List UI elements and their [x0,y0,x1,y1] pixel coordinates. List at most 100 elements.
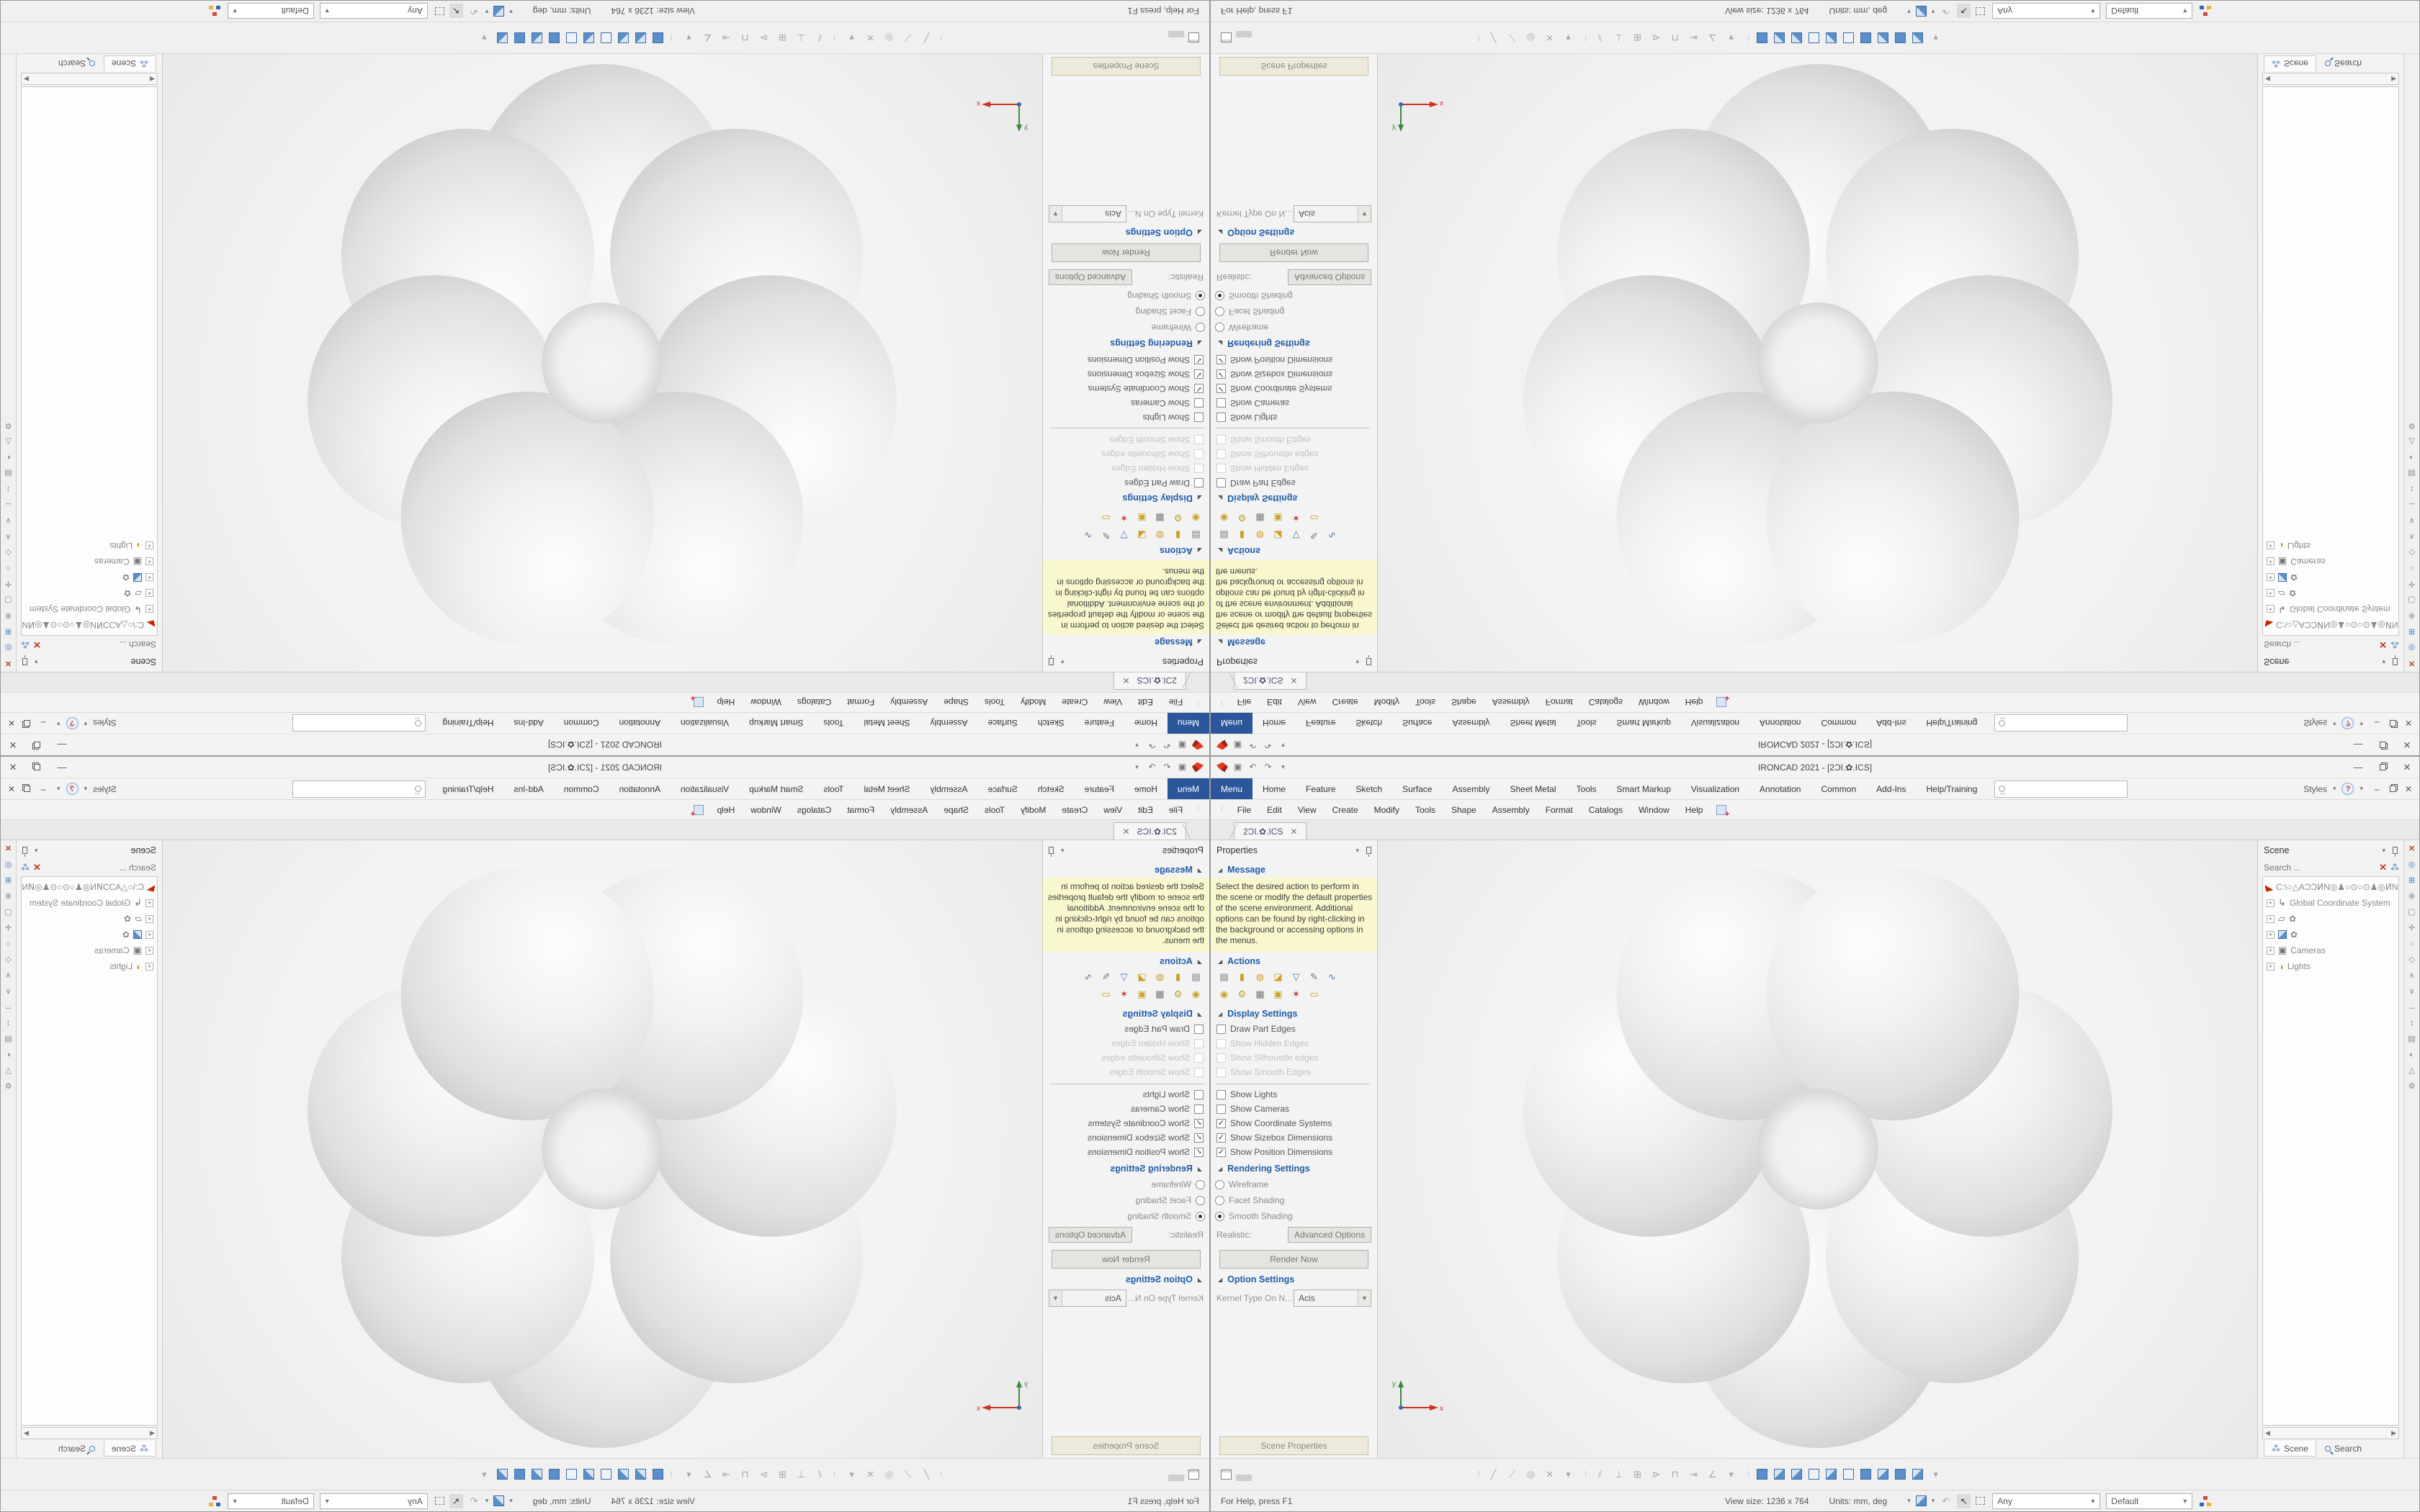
scroll-right-icon[interactable] [24,1429,29,1437]
marquee-select-icon[interactable] [434,7,444,15]
toolbar-grip[interactable] [1221,806,1222,814]
marquee-select-icon[interactable] [1976,7,1986,15]
graph-icon[interactable] [1082,529,1094,541]
chevron-down-icon[interactable] [846,32,858,44]
chevron-down-icon[interactable] [478,32,490,44]
zoom-window-icon[interactable] [2406,595,2418,606]
scene-properties-icon[interactable] [1218,971,1230,983]
toolbar-grip[interactable] [1478,1470,1479,1479]
chevron-down-icon[interactable] [485,7,489,15]
tab-scene[interactable]: Scene [103,55,156,71]
menu-file[interactable]: File [1237,804,1252,815]
perpendicular-constraint-icon[interactable] [795,1468,807,1480]
styles-dropdown[interactable]: Styles [93,718,117,729]
perspective-icon[interactable] [3,436,14,447]
message-section-header[interactable]: Message [1211,634,1377,652]
scene-properties-tab[interactable]: Scene Properties [1052,1436,1201,1455]
chevron-down-icon[interactable] [321,8,334,15]
document-tab-close-icon[interactable] [1290,827,1297,837]
ribbon-tab-visualization[interactable]: Visualization [680,783,730,794]
menu-edit[interactable]: Edit [1138,804,1153,815]
checkbox-show-sizebox-dimensions[interactable]: Show Sizebox Dimensions [1043,367,1209,382]
tree-item-lights[interactable]: Lights [2265,958,2398,974]
menu-tools[interactable]: Tools [1415,804,1435,815]
pin-icon[interactable] [1366,847,1371,857]
find-filter-icon[interactable] [2390,639,2399,649]
checkbox-draw-part-edges[interactable]: Draw Part Edges [1211,476,1377,490]
perspective-icon[interactable] [2406,436,2418,447]
panel-menu-icon[interactable] [1061,658,1065,666]
tree-root-scene[interactable]: C:\○△AϽϽͶN◎♟○⊙○⊙♟◎ͶN [2265,617,2398,633]
radio-icon[interactable] [1215,323,1224,333]
right-view-icon[interactable] [1826,1469,1837,1480]
toolbar-grip[interactable] [1478,34,1479,42]
menu-assembly[interactable]: Assembly [1492,804,1530,815]
back-view-icon[interactable] [1791,1469,1803,1480]
checkbox-show-sizebox-dimensions[interactable]: Show Sizebox Dimensions [1211,1130,1377,1145]
ribbon-tab-home[interactable]: Home [1134,783,1157,794]
menu-file[interactable]: File [1168,804,1183,815]
render-style-select[interactable]: Default [227,1493,314,1509]
menu-catalogs[interactable]: Catalogs [797,804,832,815]
checkbox-show-lights[interactable]: Show Lights [1043,1087,1209,1102]
menu-create[interactable]: Create [1332,697,1358,708]
advanced-options-button[interactable]: Advanced Options [1287,1227,1371,1243]
parallel-constraint-icon[interactable] [814,32,826,44]
menu-modify[interactable]: Modify [1373,697,1399,708]
selection-filter-select[interactable]: Any [319,3,428,19]
scene-properties-tab[interactable]: Scene Properties [1219,57,1368,76]
expand-icon[interactable] [2267,946,2275,955]
scene-search-input[interactable] [44,863,156,873]
radio-icon[interactable] [1196,323,1205,333]
ribbon-tab-sketch[interactable]: Sketch [1355,718,1383,729]
option-settings-header[interactable]: Option Settings [1043,1270,1209,1287]
doc-minimize-button[interactable] [2369,716,2385,732]
left-view-icon[interactable] [1809,1469,1820,1480]
checkbox-icon[interactable] [1216,413,1226,423]
expand-icon[interactable] [145,930,153,939]
camera-icon[interactable] [1218,512,1230,524]
line-tool-icon[interactable] [1487,1468,1500,1480]
angle-dimension-icon[interactable] [1706,32,1718,44]
pin-icon[interactable] [2393,658,2398,665]
ribbon-tab-smart-markup[interactable]: Smart Markup [1616,783,1671,794]
left-view-icon[interactable] [1809,32,1820,43]
anchor-icon[interactable] [739,1468,751,1480]
pan-icon[interactable] [3,579,14,590]
doc-restore-button[interactable] [2385,716,2401,732]
tree-root-scene[interactable]: C:\○△AϽϽͶN◎♟○⊙○⊙♟◎ͶN [22,617,155,633]
line-tool-icon[interactable] [920,1468,933,1480]
expand-icon[interactable] [145,914,153,923]
save-icon[interactable] [1177,762,1188,773]
checkbox-icon[interactable] [1216,355,1226,365]
point-tool-icon[interactable] [1543,32,1556,44]
checkbox-icon[interactable] [1194,464,1204,474]
ribbon-tab-sheet-metal[interactable]: Sheet Metal [864,718,910,729]
close-button[interactable] [1,734,25,755]
checkbox-show-position-dimensions[interactable]: Show Position Dimensions [1211,353,1377,367]
tree-item-cameras[interactable]: Cameras [22,554,155,570]
fit-width-icon[interactable] [3,1002,14,1012]
option-settings-header[interactable]: Option Settings [1211,225,1377,242]
panel-menu-icon[interactable] [2382,658,2385,666]
restore-button[interactable] [25,757,50,778]
view-down-icon[interactable] [3,516,14,526]
chevron-down-icon[interactable] [228,1498,242,1505]
checkbox-icon[interactable] [1216,1038,1226,1048]
select-cursor-icon[interactable] [449,1493,463,1508]
tree-item-cameras[interactable]: Cameras [22,942,155,958]
ribbon-search-box[interactable] [292,714,426,732]
spotlight-icon[interactable] [1290,529,1302,541]
checkbox-show-position-dimensions[interactable]: Show Position Dimensions [1043,1145,1209,1159]
structure-browser-icon[interactable] [209,6,220,17]
chevron-down-icon[interactable] [1930,1468,1942,1480]
styles-chevron-icon[interactable] [84,785,88,793]
actions-section-header[interactable]: Actions [1043,543,1209,560]
checkbox-icon[interactable] [1194,1038,1204,1048]
clear-search-icon[interactable] [2379,862,2387,873]
checkbox-icon[interactable] [1216,369,1226,379]
iso-view-icon[interactable] [1757,32,1768,43]
polyline-tool-icon[interactable] [1506,1468,1518,1480]
scene-properties-icon[interactable] [1190,529,1202,541]
pin-icon[interactable] [1366,658,1371,665]
